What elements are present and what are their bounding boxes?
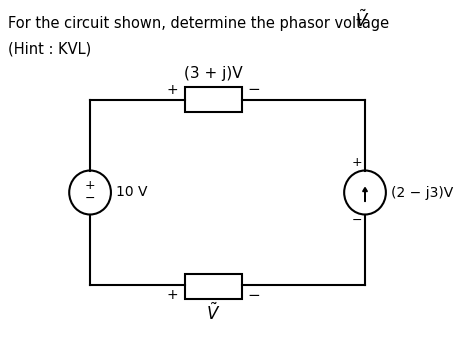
Text: +: + — [167, 288, 178, 302]
Bar — [185, 87, 242, 112]
Text: (Hint : KVL): (Hint : KVL) — [8, 42, 91, 57]
Bar — [185, 274, 242, 299]
Text: $\tilde{V}$: $\tilde{V}$ — [355, 10, 369, 31]
Text: (3 + j)V: (3 + j)V — [184, 66, 243, 81]
Text: −: − — [352, 214, 363, 227]
Text: −: − — [248, 287, 261, 303]
Text: 10 V: 10 V — [116, 185, 147, 200]
Text: $\tilde{V}$: $\tilde{V}$ — [206, 303, 220, 324]
Text: +: + — [167, 83, 178, 97]
Text: +: + — [85, 179, 95, 192]
Text: −: − — [85, 192, 95, 205]
Text: +: + — [352, 156, 363, 169]
Text: −: − — [248, 83, 261, 97]
Text: For the circuit shown, determine the phasor voltage: For the circuit shown, determine the pha… — [8, 16, 393, 31]
Text: (2 − j3)V: (2 − j3)V — [391, 185, 453, 200]
FancyArrow shape — [363, 187, 367, 202]
